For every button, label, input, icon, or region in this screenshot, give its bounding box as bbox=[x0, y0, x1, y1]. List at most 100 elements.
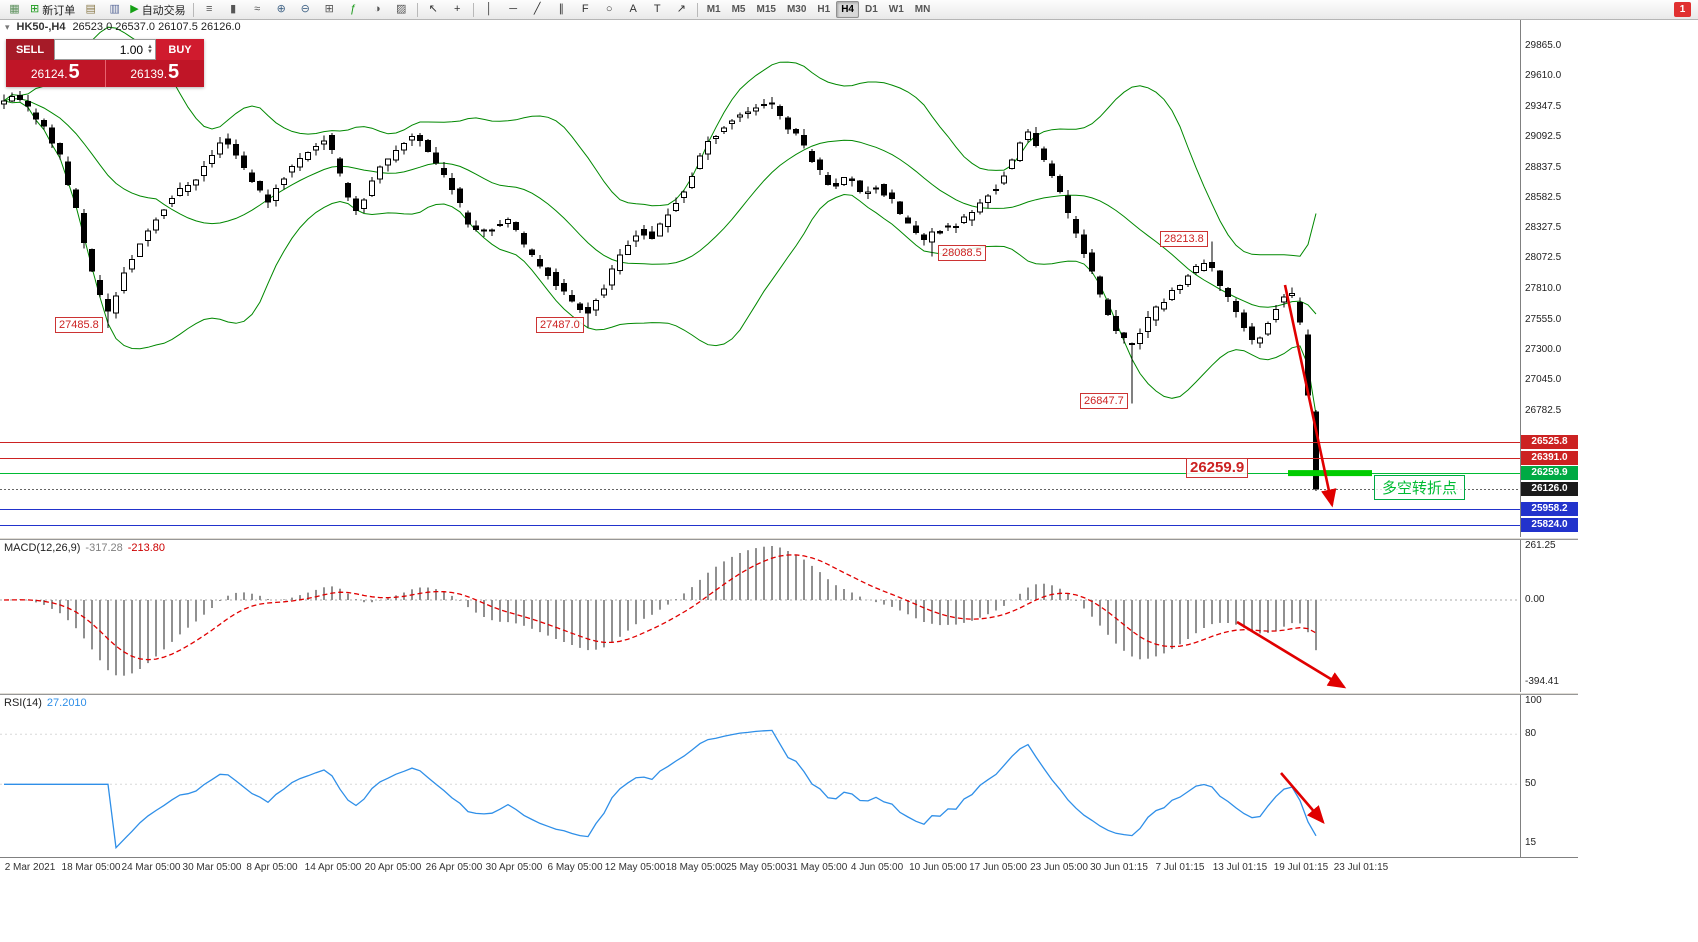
time-axis-label: 30 Apr 05:00 bbox=[485, 862, 543, 873]
main-toolbar: ▦ ⊞ 新订单 ▤ ▥ ▶ 自动交易 ≡ ▮ ≈ ⊕ ⊖ ⊞ ƒ ◑ ▨ ↖ + │ ─ ╱ ∥ F ○ A T ↗ M1 M5 M15 M… bbox=[0, 0, 1698, 20]
price-scale-label: 27810.0 bbox=[1525, 283, 1562, 294]
indicators-button[interactable]: ƒ bbox=[342, 0, 365, 19]
arrows-button[interactable]: ↗ bbox=[670, 0, 693, 19]
price-scale-label: 26782.5 bbox=[1525, 405, 1562, 416]
timeframe-h1-button[interactable]: H1 bbox=[817, 4, 831, 15]
tile-windows-button[interactable]: ⊞ bbox=[318, 0, 341, 19]
sell-button[interactable]: SELL bbox=[6, 39, 54, 60]
cursor-button[interactable]: ↖ bbox=[422, 0, 445, 19]
rsi-canvas[interactable] bbox=[0, 695, 1520, 857]
timeframe-mn-button[interactable]: MN bbox=[914, 4, 931, 15]
price-tag[interactable]: 26525.8 bbox=[1521, 435, 1578, 449]
horizontal-line-icon: ─ bbox=[509, 3, 518, 15]
sell-price[interactable]: 26124. 5 bbox=[6, 60, 105, 87]
periods-button[interactable]: ◑ bbox=[366, 0, 389, 19]
chart-window-button[interactable]: ▦ bbox=[3, 0, 26, 19]
notification-badge[interactable]: 1 bbox=[1674, 2, 1691, 17]
bars-chart-button[interactable]: ≡ bbox=[198, 0, 221, 19]
price-annotation[interactable]: 27487.0 bbox=[536, 317, 584, 333]
time-axis-label: 20 Apr 05:00 bbox=[364, 862, 422, 873]
macd-scale-label: -394.41 bbox=[1525, 676, 1559, 687]
timeframe-m30-button[interactable]: M30 bbox=[786, 4, 807, 15]
time-axis-label: 31 May 05:00 bbox=[786, 862, 848, 873]
vertical-line-button[interactable]: │ bbox=[478, 0, 501, 19]
price-scale[interactable]: 29865.0 29610.0 29347.5 29092.5 28837.5 28582… bbox=[1520, 20, 1578, 857]
buy-price[interactable]: 26139. 5 bbox=[104, 60, 205, 87]
macd-canvas[interactable] bbox=[0, 540, 1520, 692]
line-chart-icon: ≈ bbox=[254, 3, 261, 15]
templates-icon: ▨ bbox=[395, 3, 407, 15]
zoom-in-button[interactable]: ⊕ bbox=[270, 0, 293, 19]
arrows-icon: ↗ bbox=[676, 3, 686, 15]
price-tag[interactable]: 26391.0 bbox=[1521, 451, 1578, 465]
macd-scale-label: 261.25 bbox=[1525, 540, 1556, 551]
fibonacci-button[interactable]: F bbox=[574, 0, 597, 19]
trendline-button[interactable]: ╱ bbox=[526, 0, 549, 19]
panel-divider[interactable] bbox=[0, 537, 1578, 540]
templates-button[interactable]: ▨ bbox=[390, 0, 413, 19]
tile-windows-icon: ⊞ bbox=[324, 3, 334, 15]
text-icon: A bbox=[629, 3, 637, 15]
chart-window-icon: ▦ bbox=[9, 3, 20, 15]
time-axis[interactable]: 2 Mar 2021 18 Mar 05:00 24 Mar 05:00 30 Mar… bbox=[0, 857, 1578, 878]
price-annotation[interactable]: 28088.5 bbox=[938, 245, 986, 261]
price-chart-pane[interactable]: ▾ HK50-,H4 26523.0 26537.0 26107.5 26126… bbox=[0, 20, 1520, 537]
buy-button[interactable]: BUY bbox=[156, 39, 204, 60]
time-axis-label: 18 May 05:00 bbox=[665, 862, 727, 873]
text-button[interactable]: A bbox=[622, 0, 645, 19]
chart-profiles-button[interactable]: ▤ bbox=[79, 0, 102, 19]
chart-header: ▾ HK50-,H4 26523.0 26537.0 26107.5 26126… bbox=[5, 21, 241, 33]
timeframe-d1-button[interactable]: D1 bbox=[865, 4, 878, 15]
line-chart-button[interactable]: ≈ bbox=[246, 0, 269, 19]
price-annotation[interactable]: 26259.9 bbox=[1186, 458, 1249, 478]
timeframe-m5-button[interactable]: M5 bbox=[731, 4, 746, 15]
rsi-scale-label: 50 bbox=[1525, 778, 1537, 789]
price-tag[interactable]: 25824.0 bbox=[1521, 518, 1578, 532]
price-tag[interactable]: 26126.0 bbox=[1521, 482, 1578, 496]
timeframe-w1-button[interactable]: W1 bbox=[888, 4, 904, 15]
rsi-indicator-pane[interactable]: RSI(14) 27.2010 bbox=[0, 695, 1520, 857]
new-order-button[interactable]: ⊞ 新订单 bbox=[27, 0, 78, 19]
channel-icon: ∥ bbox=[558, 3, 564, 15]
timeframe-m1-button[interactable]: M1 bbox=[706, 4, 721, 15]
spinner-down-icon[interactable]: ▼ bbox=[147, 48, 153, 55]
rsi-name: RSI(14) bbox=[4, 697, 42, 709]
new-order-icon: ⊞ bbox=[30, 3, 40, 15]
new-order-button-label: 新订单 bbox=[42, 4, 76, 17]
panel-divider[interactable] bbox=[0, 692, 1578, 695]
price-annotation[interactable]: 28213.8 bbox=[1160, 231, 1208, 247]
candlestick-chart-button[interactable]: ▮ bbox=[222, 0, 245, 19]
rsi-value: 27.2010 bbox=[46, 697, 87, 709]
time-axis-label: 2 Mar 2021 bbox=[4, 862, 56, 873]
zoom-out-button[interactable]: ⊖ bbox=[294, 0, 317, 19]
volume-input[interactable]: 1.00 ▲ ▼ bbox=[54, 39, 156, 60]
shapes-button[interactable]: ○ bbox=[598, 0, 621, 19]
macd-scale-label: 0.00 bbox=[1525, 594, 1545, 605]
time-axis-label: 18 Mar 05:00 bbox=[61, 862, 121, 873]
channel-button[interactable]: ∥ bbox=[550, 0, 573, 19]
autotrading-button[interactable]: ▶ 自动交易 bbox=[127, 0, 188, 19]
turning-point-label[interactable]: 多空转折点 bbox=[1374, 475, 1466, 500]
horizontal-line-button[interactable]: ─ bbox=[502, 0, 525, 19]
price-scale-label: 28582.5 bbox=[1525, 192, 1562, 203]
crosshair-button[interactable]: + bbox=[446, 0, 469, 19]
macd-indicator-pane[interactable]: MACD(12,26,9) -317.28 -213.80 bbox=[0, 540, 1520, 692]
price-chart-canvas[interactable] bbox=[0, 20, 1520, 537]
price-annotation[interactable]: 26847.7 bbox=[1080, 393, 1128, 409]
spinner-up-icon[interactable]: ▲ bbox=[147, 43, 153, 50]
time-axis-label: 10 Jun 05:00 bbox=[909, 862, 967, 873]
timeframe-h4-button[interactable]: H4 bbox=[836, 1, 859, 18]
ohlc-label: 26523.0 26537.0 26107.5 26126.0 bbox=[72, 21, 241, 33]
text-label-button[interactable]: T bbox=[646, 0, 669, 19]
data-window-button[interactable]: ▥ bbox=[103, 0, 126, 19]
price-tag[interactable]: 25958.2 bbox=[1521, 502, 1578, 516]
one-click-toggle-icon[interactable]: ▾ bbox=[5, 21, 10, 32]
volume-spinner[interactable]: ▲ ▼ bbox=[147, 43, 153, 55]
price-scale-label: 28837.5 bbox=[1525, 162, 1562, 173]
time-axis-label: 13 Jul 01:15 bbox=[1212, 862, 1268, 873]
timeframe-m15-button[interactable]: M15 bbox=[756, 4, 776, 15]
price-scale-label: 29865.0 bbox=[1525, 40, 1562, 51]
price-annotation[interactable]: 27485.8 bbox=[55, 317, 103, 333]
price-tag[interactable]: 26259.9 bbox=[1521, 466, 1578, 480]
one-click-trading-panel: SELL 1.00 ▲ ▼ BUY 26124. 5 26139. 5 bbox=[6, 39, 204, 87]
